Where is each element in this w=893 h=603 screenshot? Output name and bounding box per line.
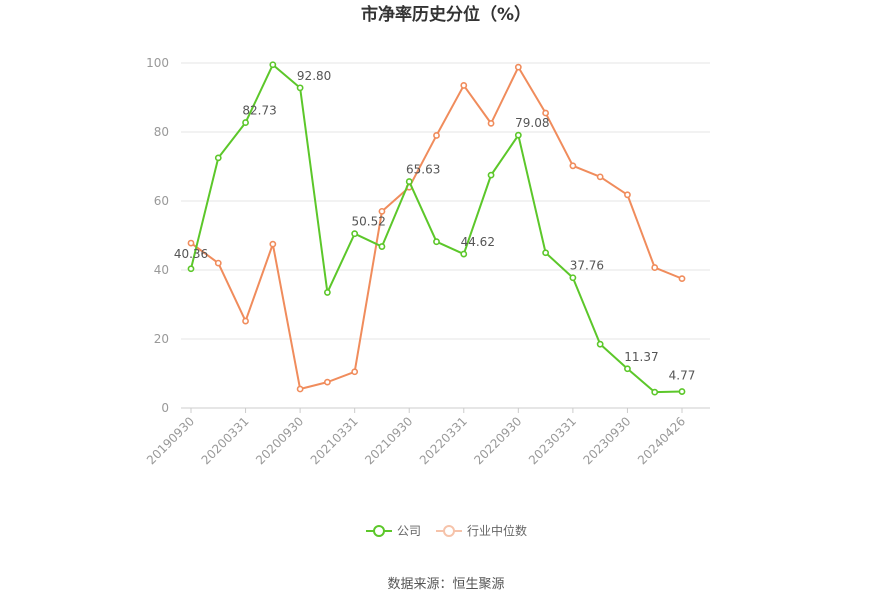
data-label: 82.73 (242, 104, 276, 118)
data-point[interactable] (596, 340, 604, 348)
chart-title: 市净率历史分位（%） (361, 4, 531, 25)
legend-label: 行业中位数 (467, 523, 527, 538)
x-tick-label: 20220930 (471, 414, 524, 467)
data-point[interactable] (678, 275, 686, 283)
x-tick-label: 20230331 (526, 414, 579, 467)
data-label: 4.77 (669, 369, 696, 383)
legend-label: 公司 (397, 524, 421, 538)
data-point[interactable] (542, 109, 550, 117)
data-label: 11.37 (624, 350, 658, 364)
data-point[interactable] (269, 61, 277, 69)
data-point[interactable] (569, 162, 577, 170)
data-point[interactable] (242, 119, 249, 126)
data-labels: 40.36 82.73 92.80 50.52 65.63 44.62 79.08 37.76… (174, 69, 696, 383)
series-layer (187, 61, 686, 396)
data-point[interactable] (405, 178, 413, 185)
data-source: 数据来源：恒生聚源 (387, 577, 504, 592)
data-point[interactable] (651, 388, 659, 396)
data-point[interactable] (433, 238, 440, 246)
data-point[interactable] (187, 239, 195, 247)
data-point[interactable] (596, 173, 604, 181)
data-label: 65.63 (406, 163, 440, 177)
x-tick-label: 20240426 (635, 414, 688, 467)
data-point[interactable] (678, 388, 686, 395)
data-point[interactable] (323, 378, 331, 386)
data-point[interactable] (651, 264, 659, 271)
x-tick-label: 20220331 (417, 414, 470, 467)
data-label: 92.80 (297, 69, 331, 83)
legend[interactable]: 公司 行业中位数 (366, 523, 527, 538)
data-point[interactable] (487, 171, 495, 179)
data-point[interactable] (514, 63, 522, 71)
data-point[interactable] (351, 368, 359, 376)
data-point[interactable] (624, 191, 631, 199)
data-label: 40.36 (174, 247, 208, 261)
data-point[interactable] (187, 265, 195, 273)
data-point[interactable] (378, 243, 386, 250)
data-point[interactable] (214, 154, 222, 162)
x-tick-label: 20230930 (580, 414, 633, 467)
y-tick-label: 20 (154, 332, 169, 346)
legend-item-company[interactable]: 公司 (366, 524, 421, 538)
x-tick-label: 20190930 (144, 414, 197, 467)
data-label: 37.76 (570, 259, 604, 273)
data-point[interactable] (351, 230, 359, 238)
data-point[interactable] (460, 250, 468, 258)
data-point[interactable] (296, 84, 304, 92)
data-point[interactable] (242, 317, 249, 325)
data-point[interactable] (542, 249, 550, 257)
x-tick-label: 20200930 (253, 414, 306, 467)
y-tick-label: 100 (146, 56, 169, 70)
legend-swatch-marker (373, 525, 385, 537)
data-point[interactable] (460, 82, 468, 89)
y-axis: 0 20 40 60 80 100 (146, 56, 169, 415)
y-tick-label: 60 (154, 194, 169, 208)
grid (181, 62, 710, 409)
data-label: 79.08 (515, 116, 549, 130)
data-point[interactable] (569, 274, 577, 282)
y-tick-label: 40 (154, 263, 169, 277)
legend-swatch-marker (443, 525, 455, 537)
data-point[interactable] (214, 259, 222, 267)
data-point[interactable] (514, 131, 522, 139)
legend-item-industry[interactable]: 行业中位数 (436, 523, 527, 538)
y-tick-label: 80 (154, 125, 169, 139)
data-point[interactable] (269, 240, 277, 248)
data-point[interactable] (296, 385, 304, 393)
data-point[interactable] (487, 119, 495, 127)
data-point[interactable] (378, 207, 386, 215)
x-tick-label: 20210331 (308, 414, 361, 467)
x-axis: 20190930 20200331 20200930 20210331 20210930… (144, 408, 688, 467)
data-label: 50.52 (351, 215, 385, 229)
x-tick-label: 20210930 (362, 414, 415, 467)
y-tick-label: 0 (161, 401, 169, 415)
data-point[interactable] (624, 365, 631, 373)
data-point[interactable] (323, 289, 331, 296)
data-label: 44.62 (461, 235, 495, 249)
data-point[interactable] (433, 132, 440, 139)
x-tick-label: 20200331 (199, 414, 252, 467)
